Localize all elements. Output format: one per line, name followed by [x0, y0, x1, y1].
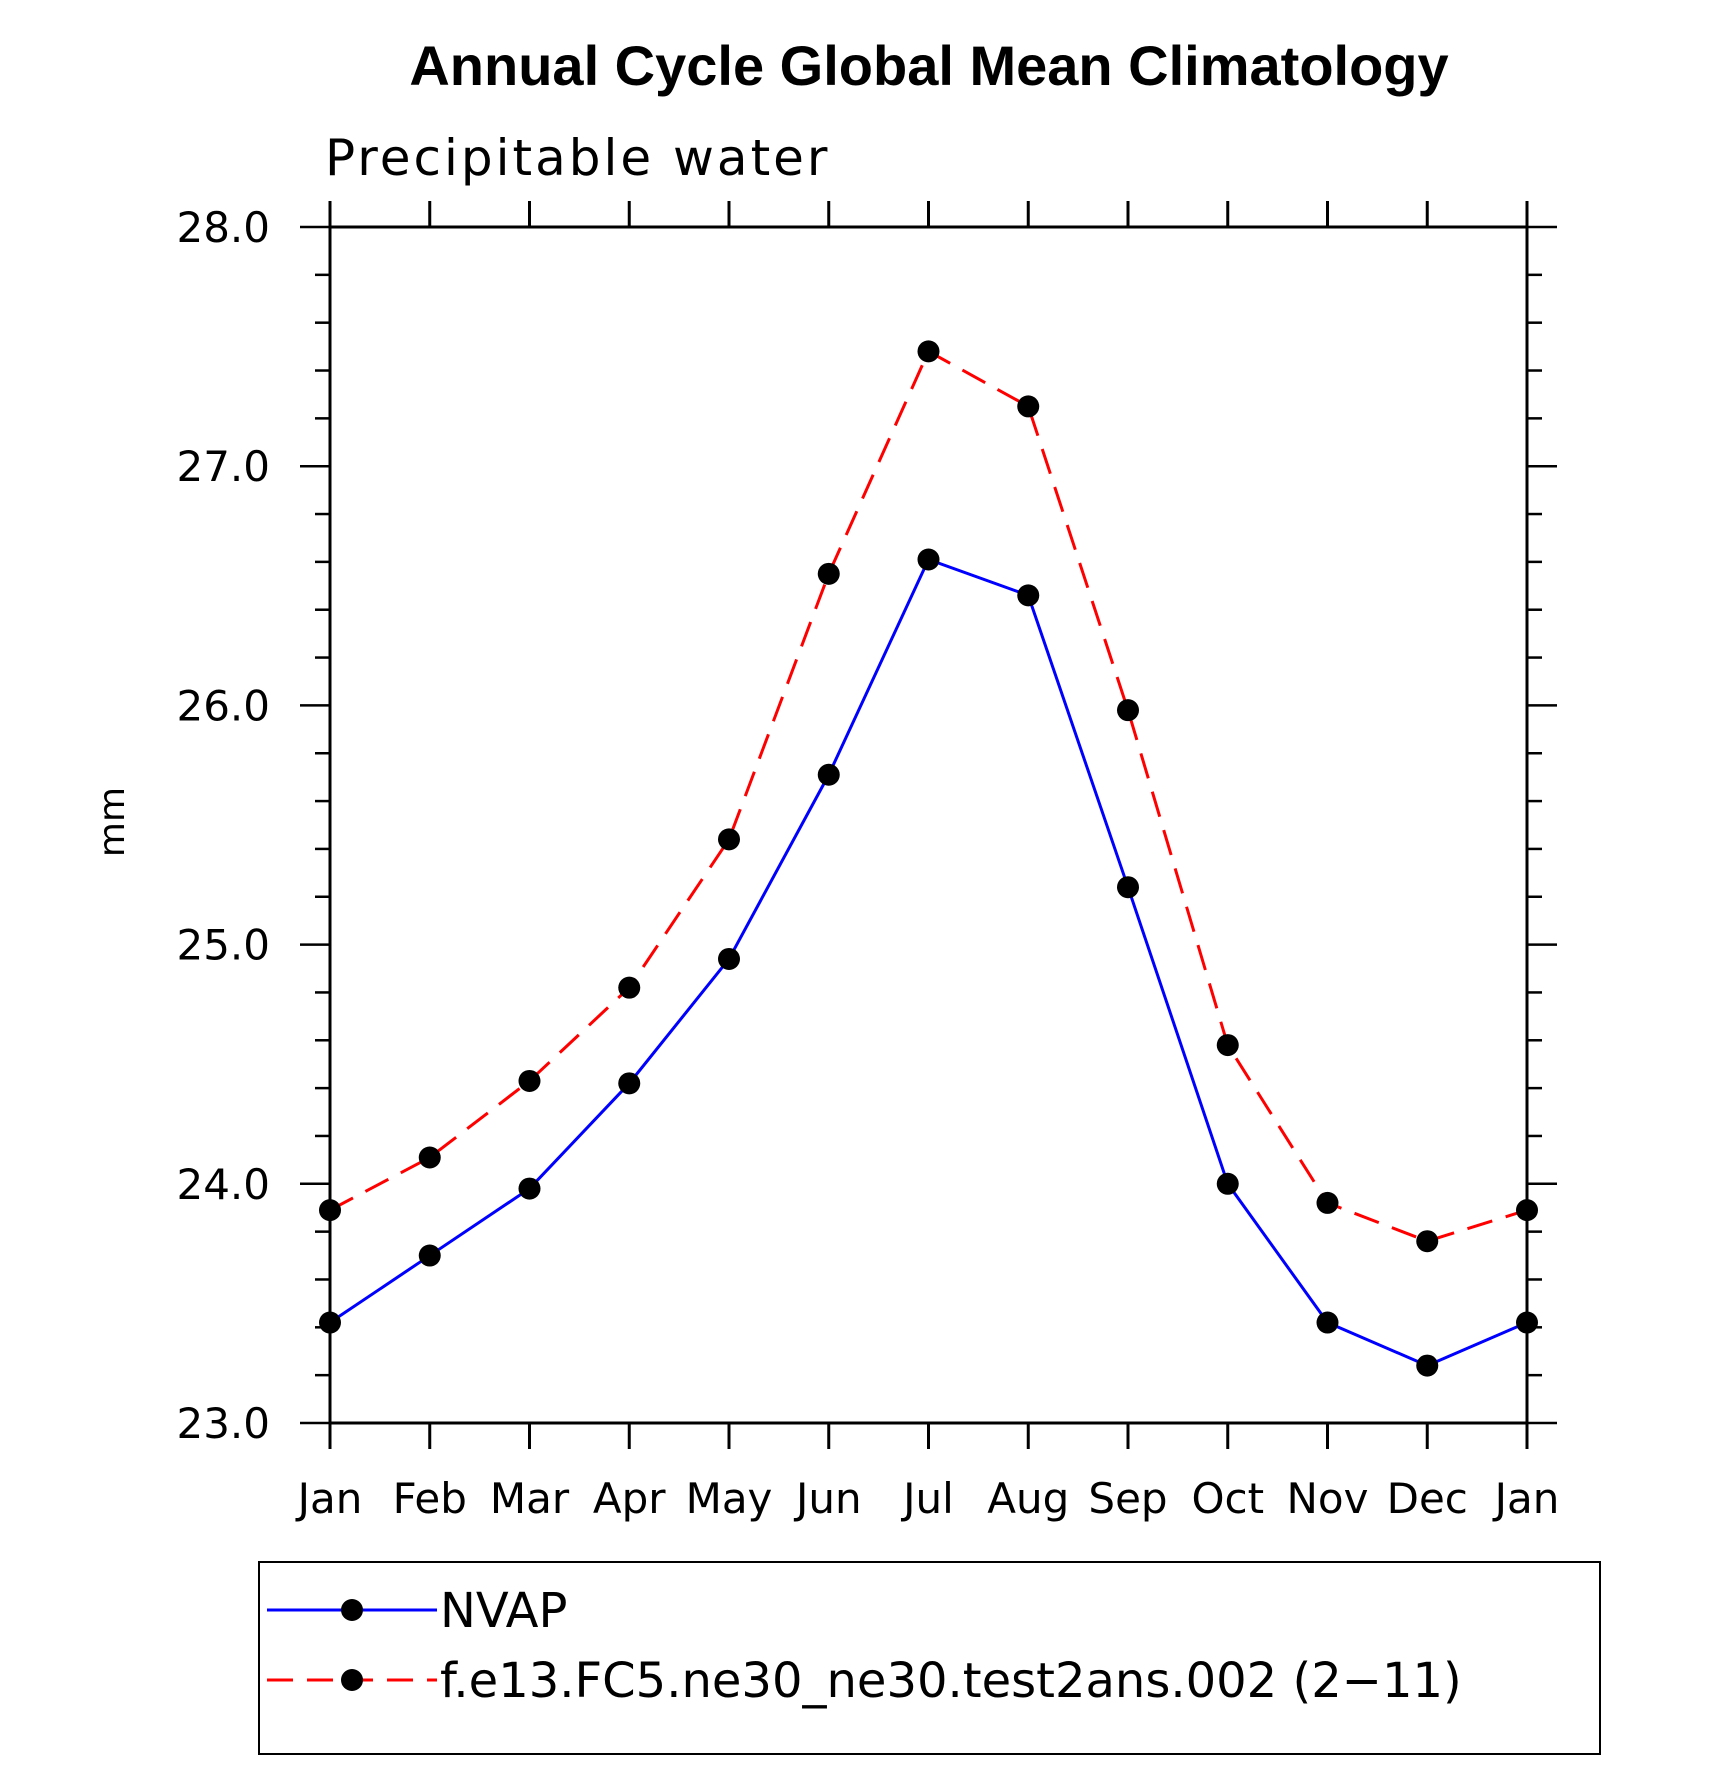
x-tick-label: Nov	[1287, 1474, 1369, 1523]
y-tick-label: 27.0	[176, 442, 270, 491]
data-point	[319, 1311, 341, 1334]
data-point	[718, 828, 740, 851]
legend-marker-nvap	[341, 1599, 363, 1621]
data-point	[1516, 1311, 1538, 1334]
plot-frame	[328, 225, 1529, 1425]
series-lines	[329, 349, 1528, 1368]
legend-label-model: f.e13.FC5.ne30_ne30.test2ans.002 (2−11)	[440, 1653, 1462, 1709]
x-tick-label: Jan	[295, 1474, 363, 1523]
x-tick-label: Feb	[393, 1474, 467, 1523]
series-markers	[319, 340, 1538, 1377]
y-tick-label: 24.0	[176, 1160, 270, 1209]
legend-marker-model	[341, 1669, 363, 1691]
data-point	[618, 976, 641, 999]
data-point	[917, 548, 940, 571]
data-point	[1017, 395, 1040, 418]
legend-frame	[258, 1561, 1601, 1755]
data-point	[917, 340, 940, 363]
x-tick-label: Jul	[900, 1474, 954, 1523]
data-point	[1216, 1172, 1239, 1195]
data-point	[1117, 876, 1139, 899]
data-point	[518, 1069, 541, 1092]
x-tick-label: Jan	[1492, 1474, 1560, 1523]
data-point	[418, 1146, 441, 1169]
data-point	[319, 1199, 341, 1222]
x-tick-label: Dec	[1387, 1474, 1468, 1523]
data-point	[817, 562, 840, 585]
chart-subtitle: Precipitable water	[325, 129, 831, 187]
data-point	[1416, 1230, 1439, 1253]
legend: NVAP f.e13.FC5.ne30_ne30.test2ans.002 (2…	[258, 1561, 1601, 1755]
data-point	[518, 1177, 541, 1200]
y-axis-label: mm	[92, 787, 133, 857]
data-point	[618, 1072, 641, 1095]
data-point	[1017, 584, 1040, 607]
data-point	[1316, 1191, 1339, 1214]
data-point	[1516, 1199, 1538, 1222]
x-tick-label: Aug	[987, 1474, 1069, 1523]
x-tick-label: Sep	[1088, 1474, 1167, 1523]
axis-tick-labels: Jan Feb Mar Apr May Jun Jul Aug Sep Oct Nov Dec Jan 2…	[176, 203, 1559, 1523]
chart-title: Annual Cycle Global Mean Climatology	[409, 34, 1448, 97]
y-tick-label: 26.0	[176, 681, 270, 730]
data-point	[1216, 1034, 1239, 1057]
x-tick-label: May	[686, 1474, 773, 1523]
x-tick-label: Mar	[490, 1474, 570, 1523]
series-line-1	[329, 349, 1528, 1243]
x-tick-label: Jun	[793, 1474, 862, 1523]
data-point	[1117, 699, 1139, 722]
series-line-0	[329, 557, 1528, 1368]
data-point	[817, 763, 840, 786]
data-point	[718, 947, 740, 970]
y-tick-label: 28.0	[176, 203, 270, 252]
axis-ticks	[300, 201, 1557, 1449]
x-tick-label: Oct	[1191, 1474, 1264, 1523]
y-tick-label: 23.0	[176, 1399, 270, 1448]
data-point	[1416, 1354, 1439, 1377]
data-point	[418, 1244, 441, 1267]
y-tick-label: 25.0	[176, 921, 270, 970]
legend-label-nvap: NVAP	[440, 1583, 567, 1639]
data-point	[1316, 1311, 1339, 1334]
x-tick-label: Apr	[593, 1474, 666, 1523]
